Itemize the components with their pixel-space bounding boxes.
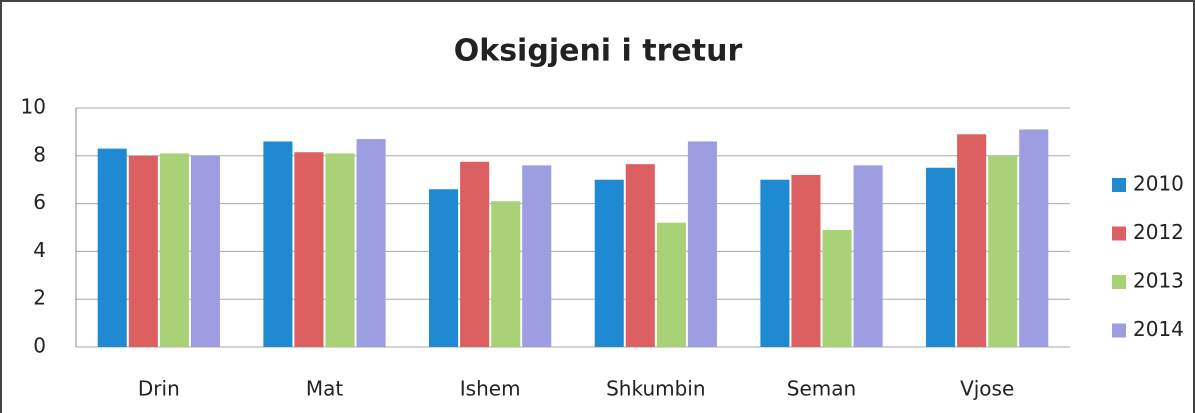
legend-swatch — [1112, 178, 1126, 192]
y-tick-label: 6 — [33, 190, 46, 214]
y-tick-label: 4 — [33, 238, 46, 262]
bar — [926, 167, 956, 347]
y-tick-label: 10 — [21, 95, 46, 119]
bar — [760, 179, 790, 347]
bar — [294, 152, 324, 347]
y-tick-label: 2 — [33, 286, 46, 310]
legend-label: 2013 — [1133, 269, 1184, 293]
bar — [460, 161, 490, 347]
bar — [325, 153, 355, 347]
bar — [988, 155, 1018, 347]
bar — [791, 174, 821, 347]
bar — [263, 141, 293, 347]
bar — [625, 164, 655, 347]
bar — [656, 222, 686, 347]
bar — [594, 179, 624, 347]
chart-title: Oksigjeni i tretur — [454, 34, 743, 69]
x-tick-label: Vjose — [960, 377, 1014, 401]
bar — [491, 201, 521, 347]
bar — [429, 189, 459, 347]
legend-label: 2010 — [1133, 172, 1184, 196]
bar — [957, 134, 987, 347]
legend-label: 2012 — [1133, 220, 1184, 244]
legend-swatch — [1112, 226, 1126, 241]
x-tick-label: Drin — [138, 377, 180, 401]
bar — [356, 139, 386, 347]
x-tick-label: Shkumbin — [606, 377, 705, 401]
x-tick-label: Mat — [306, 377, 344, 401]
bar — [128, 155, 158, 347]
legend-swatch — [1112, 323, 1126, 338]
bar — [190, 155, 220, 347]
bar — [853, 165, 883, 347]
bar — [522, 165, 552, 347]
bar — [1019, 129, 1049, 347]
x-tick-label: Seman — [787, 377, 856, 401]
legend-label: 2014 — [1133, 317, 1184, 341]
x-tick-label: Ishem — [460, 377, 521, 401]
legend-swatch — [1112, 275, 1126, 289]
bar — [822, 229, 852, 347]
bar — [97, 148, 127, 347]
bar — [159, 153, 189, 347]
y-tick-label: 8 — [33, 142, 46, 166]
y-tick-label: 0 — [33, 334, 46, 358]
bar — [687, 141, 717, 347]
